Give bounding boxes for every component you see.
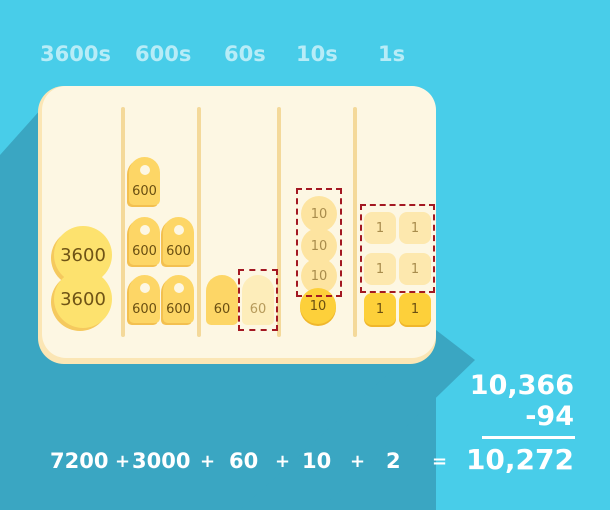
term-3000: 3000 (132, 449, 191, 473)
tag-600[interactable]: 600 (129, 157, 160, 205)
column-header-10s: 10s (296, 42, 338, 66)
tag-hole (139, 283, 150, 293)
regroup-box-10s (296, 188, 342, 297)
unit-1-removed: 1 (399, 253, 431, 285)
regroup-box-60s (238, 269, 278, 331)
column-header-3600s: 3600s (40, 42, 111, 66)
tag-label: 600 (132, 184, 157, 199)
tag-hole (139, 165, 150, 175)
result: 10,272 (465, 443, 574, 476)
tag-600[interactable]: 600 (163, 217, 194, 265)
term-7200: 7200 (50, 449, 109, 473)
tag-hole (173, 225, 184, 235)
tag-60-removed: 60 (242, 275, 274, 325)
column-header-60s: 60s (224, 42, 266, 66)
plus-sign: + (275, 451, 291, 472)
sum-line (482, 436, 575, 439)
term-60: 60 (229, 449, 259, 473)
plus-sign: + (350, 451, 366, 472)
column-divider (197, 107, 201, 337)
equals-sign: = (432, 451, 448, 472)
unit-1[interactable]: 1 (364, 293, 396, 325)
plus-sign: + (200, 451, 216, 472)
column-divider (121, 107, 125, 337)
tag-label: 600 (166, 302, 191, 317)
column-divider (353, 107, 357, 337)
tag-hole (139, 225, 150, 235)
minuend: 10,366 (469, 370, 574, 401)
coin-3600[interactable]: 3600 (54, 226, 112, 284)
regroup-box-1s (360, 204, 435, 293)
tag-600[interactable]: 600 (163, 275, 194, 323)
subtrahend: -94 (525, 401, 574, 432)
term-2: 2 (386, 449, 401, 473)
tag-600[interactable]: 600 (129, 217, 160, 265)
column-header-1s: 1s (378, 42, 406, 66)
unit-1-removed: 1 (364, 212, 396, 244)
unit-1[interactable]: 1 (399, 293, 431, 325)
coin-3600[interactable]: 3600 (54, 270, 112, 328)
tag-label: 600 (166, 244, 191, 259)
tag-label: 600 (132, 302, 157, 317)
column-header-600s: 600s (135, 42, 192, 66)
tag-hole (173, 283, 184, 293)
column-divider (277, 107, 281, 337)
tag-label: 600 (132, 244, 157, 259)
coin-10-removed: 10 (301, 196, 337, 232)
tag-600[interactable]: 600 (129, 275, 160, 323)
unit-1-removed: 1 (364, 253, 396, 285)
unit-1-removed: 1 (399, 212, 431, 244)
tag-60[interactable]: 60 (206, 275, 238, 325)
coin-10[interactable]: 10 (300, 288, 336, 324)
plus-sign: + (115, 451, 131, 472)
term-10: 10 (302, 449, 332, 473)
